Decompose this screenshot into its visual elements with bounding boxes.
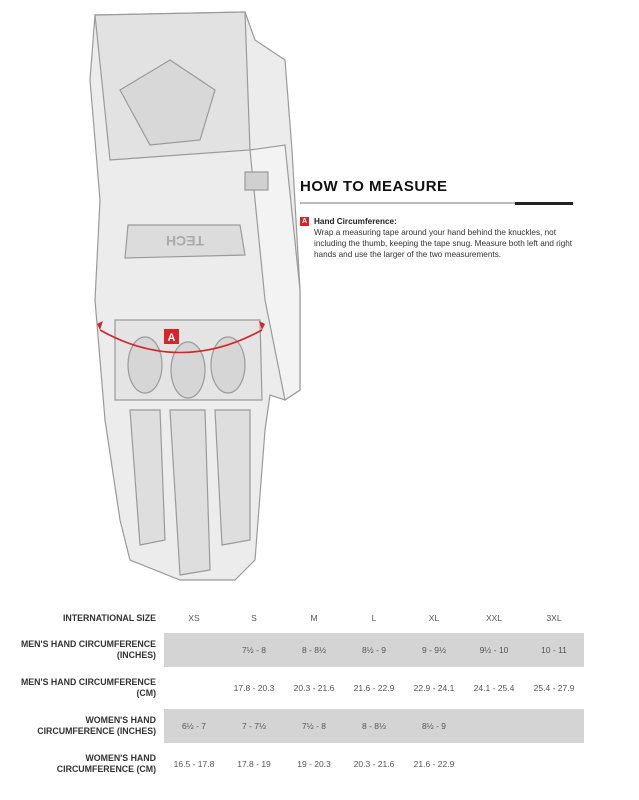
row-label: WOMEN'S HAND CIRCUMFERENCE (INCHES)	[37, 715, 156, 736]
row-label: MEN'S HAND CIRCUMFERENCE (CM)	[20, 677, 156, 698]
table-cell	[464, 709, 524, 743]
marker-badge: A	[300, 217, 309, 227]
table-row: WOMEN'S HAND CIRCUMFERENCE (CM) 16.5 - 17…	[20, 747, 584, 781]
table-cell: 25.4 - 27.9	[533, 683, 575, 693]
table-cell: 8 - 8½	[284, 633, 344, 667]
table-row: WOMEN'S HAND CIRCUMFERENCE (INCHES) 6½ - …	[20, 709, 584, 743]
table-cell: 19 - 20.3	[297, 759, 331, 769]
row-label: MEN'S HAND CIRCUMFERENCE (INCHES)	[20, 639, 156, 660]
table-cell: 17.8 - 20.3	[233, 683, 275, 693]
table-cell	[464, 747, 524, 781]
table-cell: 7½ - 8	[284, 709, 344, 743]
table-cell: 24.1 - 25.4	[473, 683, 515, 693]
logo-text: TECH	[166, 233, 204, 249]
measure-description: Wrap a measuring tape around your hand b…	[314, 228, 573, 259]
table-cell: 6½ - 7	[164, 709, 224, 743]
size-header: L	[371, 613, 377, 623]
how-to-measure-section: HOW TO MEASURE A Hand Circumference: Wrap…	[300, 178, 580, 260]
table-cell: 9½ - 10	[464, 633, 524, 667]
table-row: MEN'S HAND CIRCUMFERENCE (CM) 17.8 - 20.3…	[20, 671, 584, 705]
table-cell: 21.6 - 22.9	[413, 759, 455, 769]
size-header: XL	[428, 613, 440, 623]
divider	[300, 201, 573, 205]
measure-heading: Hand Circumference:	[314, 217, 397, 226]
glove-illustration: TECH A	[89, 11, 301, 581]
table-header-row: INTERNATIONAL SIZE XS S M L XL XXL 3XL	[20, 603, 584, 633]
section-title: HOW TO MEASURE	[300, 178, 448, 195]
table-cell: 22.9 - 24.1	[413, 683, 455, 693]
table-cell: 21.6 - 22.9	[353, 683, 395, 693]
size-header: XXL	[485, 613, 503, 623]
measure-line	[99, 329, 263, 354]
size-header: XS	[188, 613, 200, 623]
size-header: 3XL	[546, 613, 562, 623]
table-cell: 16.5 - 17.8	[173, 759, 215, 769]
table-cell	[524, 709, 584, 743]
table-cell: 8 - 8½	[344, 709, 404, 743]
table-cell	[164, 671, 224, 705]
header-label: INTERNATIONAL SIZE	[62, 612, 156, 623]
table-cell: 20.3 - 21.6	[353, 759, 395, 769]
table-cell: 9 - 9½	[404, 633, 464, 667]
table-cell: 20.3 - 21.6	[293, 683, 335, 693]
measure-marker: A	[168, 332, 176, 344]
size-header: M	[310, 613, 318, 623]
row-label: WOMEN'S HAND CIRCUMFERENCE (CM)	[56, 753, 156, 774]
size-table: INTERNATIONAL SIZE XS S M L XL XXL 3XL M…	[20, 603, 584, 781]
table-cell: 17.8 - 19	[237, 759, 271, 769]
table-cell	[164, 633, 224, 667]
table-cell	[524, 747, 584, 781]
table-cell: 8½ - 9	[404, 709, 464, 743]
size-header: S	[251, 613, 257, 623]
table-cell: 8½ - 9	[344, 633, 404, 667]
table-cell: 10 - 11	[524, 633, 584, 667]
table-cell: 7½ - 8	[224, 633, 284, 667]
table-cell: 7 - 7½	[224, 709, 284, 743]
